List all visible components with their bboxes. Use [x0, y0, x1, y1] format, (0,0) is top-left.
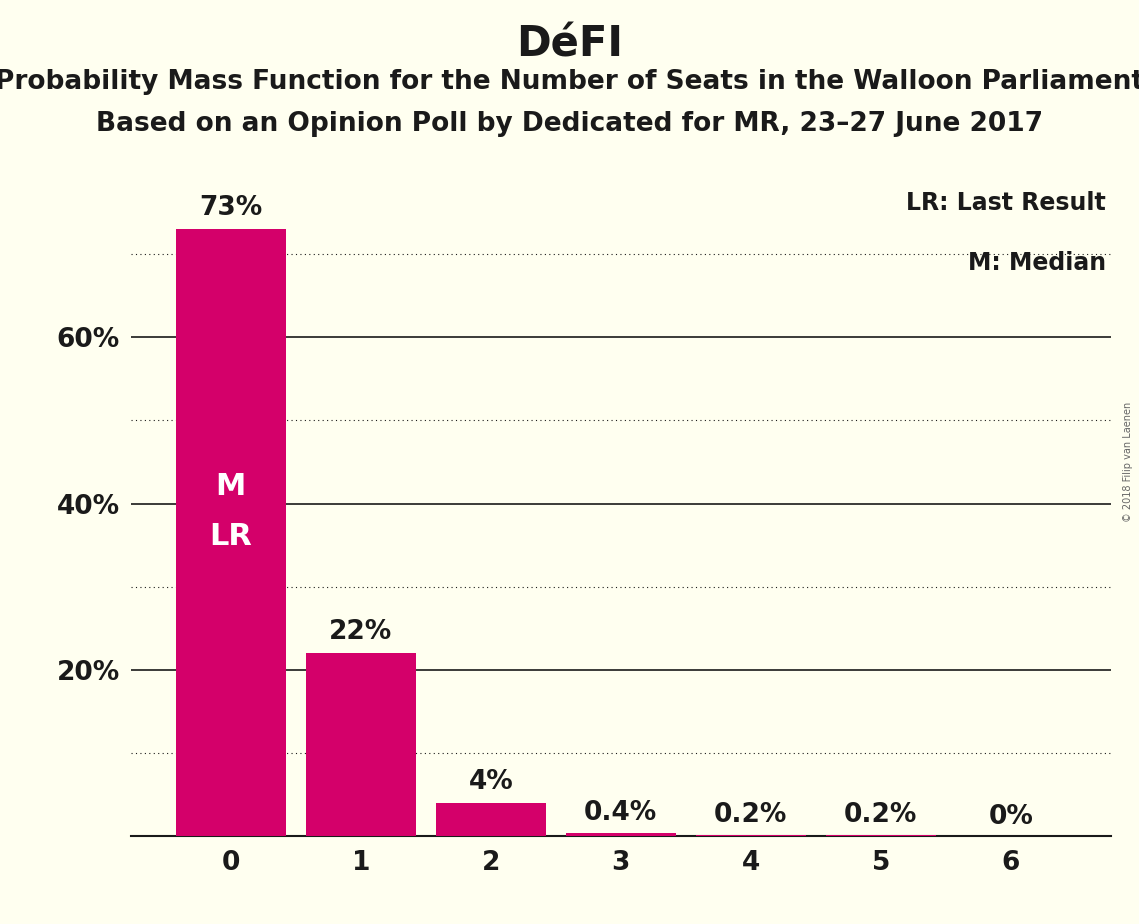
- Bar: [305, 653, 416, 836]
- Bar: [696, 834, 806, 836]
- Bar: [826, 834, 936, 836]
- Text: Probability Mass Function for the Number of Seats in the Walloon Parliament: Probability Mass Function for the Number…: [0, 69, 1139, 95]
- Text: DéFI: DéFI: [516, 23, 623, 65]
- Text: 22%: 22%: [329, 619, 392, 645]
- Text: M: Median: M: Median: [967, 250, 1106, 274]
- Text: 0.2%: 0.2%: [844, 802, 917, 828]
- Text: 0%: 0%: [989, 804, 1033, 830]
- Text: LR: Last Result: LR: Last Result: [906, 191, 1106, 215]
- Bar: [175, 229, 286, 836]
- Text: © 2018 Filip van Laenen: © 2018 Filip van Laenen: [1123, 402, 1133, 522]
- Text: 0.4%: 0.4%: [584, 800, 657, 826]
- Bar: [565, 833, 677, 836]
- Text: M: M: [215, 472, 246, 502]
- Text: 73%: 73%: [199, 195, 262, 221]
- Bar: [435, 803, 546, 836]
- Text: Based on an Opinion Poll by Dedicated for MR, 23–27 June 2017: Based on an Opinion Poll by Dedicated fo…: [96, 111, 1043, 137]
- Text: LR: LR: [210, 522, 252, 552]
- Text: 0.2%: 0.2%: [714, 802, 787, 828]
- Text: 4%: 4%: [468, 769, 514, 795]
